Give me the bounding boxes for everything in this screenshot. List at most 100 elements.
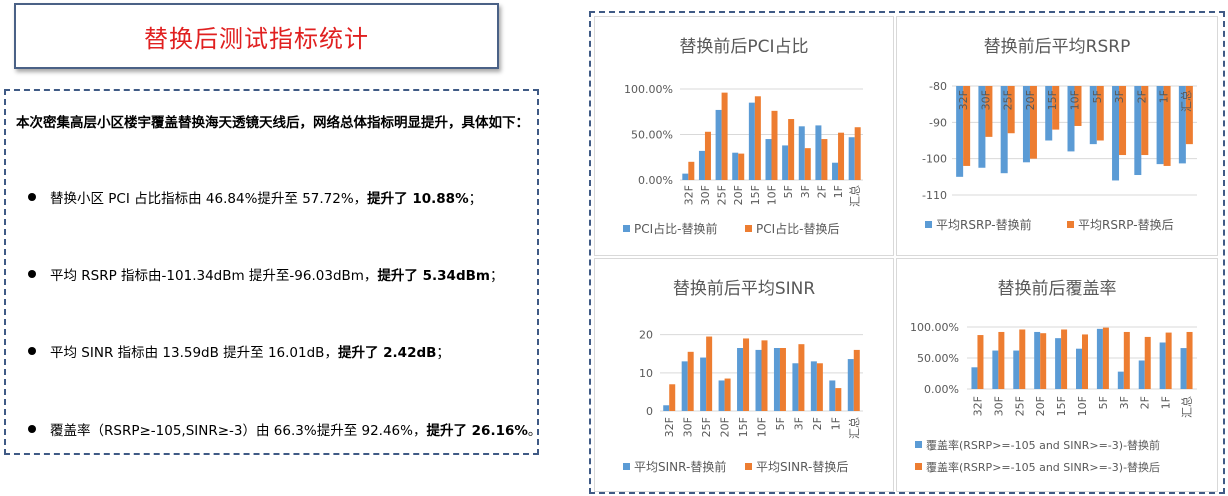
x-category-label: 32F bbox=[682, 185, 695, 205]
bullet-sinr-text: 平均 SINR 指标由 13.59dB 提升至 16.01dB， bbox=[50, 345, 338, 361]
bullet-sinr-bold: 提升了 2.42dB bbox=[337, 345, 437, 361]
bar-before bbox=[971, 367, 978, 389]
bullet-rsrp-tail: ； bbox=[489, 268, 504, 284]
x-category-label: 2F bbox=[1139, 396, 1152, 409]
bar-before bbox=[1089, 86, 1097, 145]
bar-before bbox=[1034, 331, 1041, 389]
x-category-label: 10F bbox=[1069, 90, 1082, 110]
bar-before bbox=[1180, 348, 1187, 389]
bar-before bbox=[748, 102, 755, 180]
bar-after bbox=[1102, 327, 1109, 389]
bar-before bbox=[1112, 86, 1120, 181]
x-category-label: 25F bbox=[1002, 90, 1015, 110]
bar-before bbox=[1178, 86, 1186, 164]
bar-after bbox=[1029, 86, 1037, 159]
chart-coverage: 替换前后覆盖率 0.00% 50.00% 100.00% 32F 30F 25F 20F 15F… bbox=[896, 258, 1218, 492]
bar-after bbox=[788, 119, 795, 180]
bar-before bbox=[832, 162, 839, 180]
bar-before bbox=[1000, 86, 1008, 174]
x-category-label: 5F bbox=[774, 417, 787, 430]
x-category-label: 20F bbox=[732, 185, 745, 205]
legend-swatch bbox=[1067, 221, 1074, 228]
bar-before bbox=[1134, 86, 1142, 176]
bullet-pci-text: 替换小区 PCI 占比指标由 46.84%提升至 57.72%， bbox=[50, 191, 368, 207]
bullet-dot-icon bbox=[28, 425, 36, 433]
bar-after bbox=[1163, 86, 1171, 166]
legend-swatch bbox=[745, 225, 752, 232]
x-category-label: 2F bbox=[811, 417, 824, 430]
bar-after bbox=[669, 384, 676, 411]
bar-after bbox=[779, 348, 786, 411]
bar-after bbox=[743, 338, 750, 411]
x-category-label: 10F bbox=[756, 417, 769, 437]
bar-after bbox=[853, 349, 860, 411]
legend-label: 平均RSRP-替换后 bbox=[1078, 218, 1174, 232]
bar-after bbox=[963, 86, 971, 166]
x-category-label: 10F bbox=[766, 185, 779, 205]
y-tick-label: -110 bbox=[922, 189, 947, 202]
x-category-label: 汇总 bbox=[1179, 90, 1193, 112]
x-category-label: 20F bbox=[719, 417, 732, 437]
bullet-coverage-text: 覆盖率（RSRP≥-105,SINR≥-3）由 66.3%提升至 92.46%， bbox=[50, 423, 427, 439]
x-category-label: 汇总 bbox=[1180, 396, 1194, 418]
legend-swatch bbox=[745, 463, 752, 470]
bar-before bbox=[718, 380, 725, 411]
x-category-label: 15F bbox=[749, 185, 762, 205]
chart-title: 替换前后平均RSRP bbox=[984, 37, 1131, 57]
chart-pci-svg: 替换前后PCI占比 0.00% 50.00% 100.00% 32F 30F 25F 20F 1… bbox=[623, 37, 863, 236]
chart-pci: 替换前后PCI占比 0.00% 50.00% 100.00% 32F 30F 25F 20F 1… bbox=[594, 16, 894, 256]
bullet-rsrp-bold: 提升了 5.34dBm bbox=[377, 268, 490, 284]
bar-before bbox=[782, 145, 789, 180]
bar-before bbox=[1076, 348, 1082, 389]
x-category-label: 32F bbox=[971, 396, 984, 416]
bar-after bbox=[1040, 333, 1047, 389]
bar-before bbox=[956, 86, 964, 177]
bullet-dot-icon bbox=[28, 270, 36, 278]
y-tick-label: 0 bbox=[646, 405, 653, 418]
x-category-label: 25F bbox=[1013, 396, 1026, 416]
bar-after bbox=[1119, 86, 1127, 156]
x-category-label: 2F bbox=[1135, 90, 1148, 103]
x-category-label: 1F bbox=[832, 185, 845, 198]
bar-before bbox=[1159, 342, 1166, 389]
x-category-label: 2F bbox=[815, 185, 828, 198]
bar-before bbox=[992, 350, 999, 389]
bar-after bbox=[1061, 329, 1068, 389]
x-category-label: 汇总 bbox=[847, 417, 861, 439]
x-category-label: 20F bbox=[1024, 90, 1037, 110]
legend-label: 覆盖率(RSRP>=-105 and SINR>=-3)-替换前 bbox=[926, 438, 1160, 452]
x-category-label: 32F bbox=[663, 417, 676, 437]
x-category-label: 3F bbox=[1118, 396, 1131, 409]
x-category-label: 30F bbox=[699, 185, 712, 205]
bar-before bbox=[978, 86, 986, 168]
x-category-label: 20F bbox=[1034, 396, 1047, 416]
bar-after bbox=[804, 148, 811, 180]
bar-before bbox=[1117, 371, 1124, 389]
y-tick-label: -100 bbox=[922, 153, 947, 166]
bar-after bbox=[1007, 86, 1015, 134]
bar-after bbox=[688, 161, 695, 180]
bar-after bbox=[754, 96, 761, 180]
chart-rsrp-svg: 替换前后平均RSRP -80 -90 -100 -110 32F 30F 25F 20F 15F 1… bbox=[922, 37, 1197, 232]
legend-label: 覆盖率(RSRP>=-105 and SINR>=-3)-替换后 bbox=[926, 460, 1160, 474]
bar-after bbox=[1186, 331, 1193, 389]
summary-intro: 本次密集高层小区楼宇覆盖替换海天透镜天线后，网络总体指标明显提升，具体如下： bbox=[16, 115, 529, 131]
chart-sinr: 替换前后平均SINR 0 10 20 32F 30F 25F 20F 15F 10F 5F 3F 2F 1… bbox=[594, 258, 894, 492]
y-tick-label: -90 bbox=[929, 116, 947, 129]
bar-before bbox=[732, 152, 739, 180]
bar-before bbox=[698, 150, 705, 180]
bar-before bbox=[848, 137, 855, 180]
chart-title: 替换前后覆盖率 bbox=[998, 279, 1117, 299]
y-tick-label: 20 bbox=[639, 329, 653, 342]
y-tick-label: 100.00% bbox=[910, 321, 959, 334]
bar-after bbox=[1185, 86, 1193, 145]
bar-before bbox=[810, 361, 817, 411]
bullet-pci-bold: 提升了 10.88% bbox=[367, 191, 469, 207]
x-category-label: 1F bbox=[1158, 90, 1171, 103]
x-category-label: 5F bbox=[1097, 396, 1110, 409]
section-title-box: 替换后测试指标统计 bbox=[14, 3, 499, 69]
bar-after bbox=[1074, 86, 1082, 126]
bar-before bbox=[815, 125, 822, 180]
bullet-sinr: 平均 SINR 指标由 13.59dB 提升至 16.01dB，提升了 2.42… bbox=[28, 341, 450, 361]
x-category-label: 汇总 bbox=[848, 185, 862, 207]
